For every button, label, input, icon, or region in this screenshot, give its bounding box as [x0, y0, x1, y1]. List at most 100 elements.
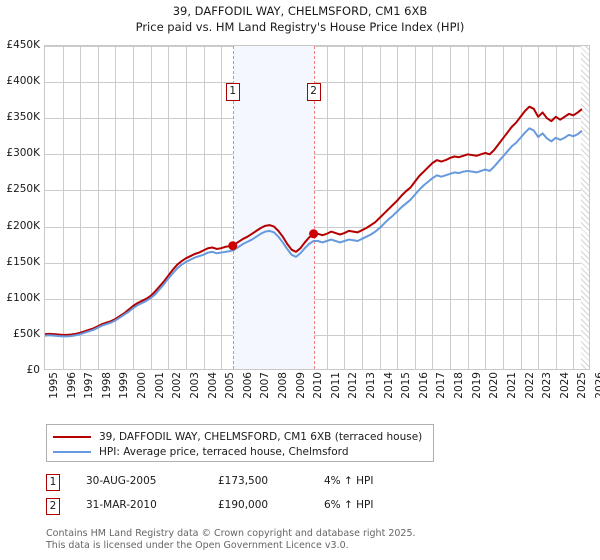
transaction-badge: 2 [46, 498, 60, 515]
series-lines [45, 105, 583, 338]
gridline-vertical [379, 46, 381, 369]
transaction-row[interactable]: 2 31-MAR-2010 £190,000 6% ↑ HPI [46, 496, 446, 520]
y-tick-label: £250K [6, 183, 40, 196]
x-tick-label: 1995 [48, 372, 60, 399]
gridline-vertical [62, 46, 64, 369]
x-tick-label: 2018 [453, 372, 466, 399]
x-tick-label: 2009 [294, 372, 307, 399]
x-tick-label: 2021 [505, 372, 518, 399]
x-tick-label: 2015 [400, 372, 413, 399]
gridline-vertical [80, 46, 82, 369]
legend-item-property: 39, DAFFODIL WAY, CHELMSFORD, CM1 6XB (t… [53, 430, 427, 444]
y-tick-label: £400K [6, 75, 40, 88]
gridline-vertical [467, 46, 469, 369]
gridline-horizontal [45, 334, 589, 336]
event-number-box[interactable]: 2 [306, 83, 321, 101]
y-tick-label: £350K [6, 111, 40, 124]
gridline-horizontal [45, 46, 589, 47]
gridline-horizontal [45, 190, 589, 192]
transaction-date: 31-MAR-2010 [86, 499, 157, 511]
x-tick-label: 2003 [188, 372, 201, 399]
x-tick-label: 2013 [365, 372, 378, 399]
legend-label-hpi: HPI: Average price, terraced house, Chel… [99, 446, 349, 458]
x-tick-label: 1997 [83, 372, 96, 399]
x-tick-label: 2002 [171, 372, 184, 399]
x-tick-label: 2016 [417, 372, 430, 399]
footer: Contains HM Land Registry data © Crown c… [46, 528, 586, 551]
y-tick-label: £50K [13, 327, 40, 340]
y-tick-label: £150K [6, 255, 40, 268]
footer-line-2: This data is licensed under the Open Gov… [46, 539, 349, 551]
gridline-vertical [573, 46, 575, 369]
gridline-horizontal [45, 154, 589, 156]
event-number-box[interactable]: 1 [225, 83, 240, 101]
transaction-price: £173,500 [218, 475, 269, 487]
y-axis: £0 £50K £100K £150K £200K £250K £300K £350K £400… [0, 39, 40, 376]
legend-label-property: 39, DAFFODIL WAY, CHELMSFORD, CM1 6XB (t… [99, 431, 423, 443]
x-tick-label: 2000 [136, 372, 149, 399]
gridline-horizontal [45, 82, 589, 84]
transaction-point-marker[interactable] [309, 229, 319, 239]
footer-line-1: Contains HM Land Registry data © Crown c… [46, 528, 416, 539]
legend-swatch-hpi [53, 451, 91, 453]
gridline-vertical [362, 46, 364, 369]
gridline-vertical [168, 46, 170, 369]
gridline-horizontal [45, 226, 589, 228]
x-tick-label: 2001 [153, 372, 166, 399]
gridline-vertical [97, 46, 99, 369]
gridline-vertical [185, 46, 187, 369]
gridline-vertical [432, 46, 434, 369]
x-tick-label: 2014 [382, 372, 395, 399]
gridline-vertical [150, 46, 152, 369]
gridline-horizontal [45, 298, 589, 300]
gridline-vertical [397, 46, 399, 369]
gridline-vertical [115, 46, 117, 369]
x-tick-label: 2008 [276, 372, 289, 399]
gridline-vertical [538, 46, 540, 369]
gridline-vertical [326, 46, 328, 369]
gridline-vertical [555, 46, 557, 369]
title-line-2: Price paid vs. HM Land Registry's House … [135, 20, 465, 34]
x-tick-label: 2005 [224, 372, 237, 399]
chart-legend: 39, DAFFODIL WAY, CHELMSFORD, CM1 6XB (t… [46, 424, 434, 462]
x-tick-label: 2020 [488, 372, 501, 399]
x-tick-label: 2026 [594, 372, 600, 399]
x-tick-label: 2004 [206, 372, 219, 399]
x-tick-label: 2023 [541, 372, 554, 399]
event-marker-line [313, 46, 315, 369]
x-tick-label: 2024 [558, 372, 571, 399]
page-title: 39, DAFFODIL WAY, CHELMSFORD, CM1 6XB Pr… [0, 3, 600, 35]
x-tick-label: 2017 [435, 372, 448, 399]
transactions-table: 1 30-AUG-2005 £173,500 4% ↑ HPI 2 31-MAR-2010… [46, 472, 446, 520]
x-tick-label: 2010 [312, 372, 325, 399]
y-tick-label: £0 [26, 364, 40, 376]
transaction-point-marker[interactable] [228, 241, 238, 251]
x-tick-label: 2012 [347, 372, 360, 399]
no-data-hatch-band [581, 46, 589, 369]
x-tick-label: 1996 [65, 372, 78, 399]
x-axis: 1995 1996 1997 1998 1999 2000 2001 2002 2003 2004… [44, 372, 600, 418]
transaction-hpi-delta: 6% ↑ HPI [324, 499, 374, 511]
gridline-horizontal [45, 118, 589, 120]
transaction-row[interactable]: 1 30-AUG-2005 £173,500 4% ↑ HPI [46, 472, 446, 496]
transaction-hpi-delta: 4% ↑ HPI [324, 475, 374, 487]
transaction-badge: 1 [46, 474, 60, 491]
transaction-price: £190,000 [218, 499, 269, 511]
x-tick-label: 2022 [523, 372, 536, 399]
transaction-date: 30-AUG-2005 [86, 475, 157, 487]
y-tick-label: £100K [6, 291, 40, 304]
gridline-vertical [485, 46, 487, 369]
ownership-period-band [232, 46, 314, 369]
gridline-horizontal [45, 262, 589, 264]
title-line-1: 39, DAFFODIL WAY, CHELMSFORD, CM1 6XB [172, 4, 428, 18]
gridline-vertical [502, 46, 504, 369]
x-tick-label: 1999 [118, 372, 131, 399]
gridline-vertical [414, 46, 416, 369]
x-tick-label: 2007 [259, 372, 272, 399]
x-tick-label: 2011 [329, 372, 342, 399]
y-tick-label: £200K [6, 219, 40, 232]
gridline-vertical [344, 46, 346, 369]
gridline-vertical [133, 46, 135, 369]
